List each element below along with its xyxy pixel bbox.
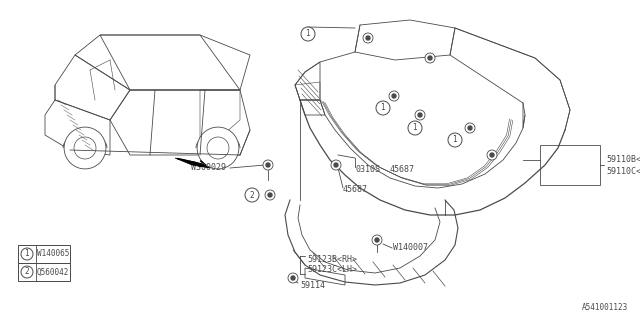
Text: 45687: 45687: [390, 165, 415, 174]
Circle shape: [288, 273, 298, 283]
Bar: [18, 263, 70, 281]
Text: 59110B<RH>: 59110B<RH>: [606, 156, 640, 164]
Text: W300029: W300029: [191, 164, 226, 172]
Circle shape: [291, 276, 295, 280]
Circle shape: [389, 91, 399, 101]
Text: 45687: 45687: [343, 186, 368, 195]
Circle shape: [408, 121, 422, 135]
Circle shape: [301, 27, 315, 41]
Circle shape: [263, 160, 273, 170]
Circle shape: [331, 160, 341, 170]
Circle shape: [207, 137, 229, 159]
Circle shape: [268, 193, 272, 197]
Text: 0310S: 0310S: [355, 165, 380, 174]
Text: 59123B<RH>: 59123B<RH>: [307, 255, 357, 265]
Circle shape: [64, 127, 106, 169]
Circle shape: [74, 137, 96, 159]
Text: W140007: W140007: [393, 244, 428, 252]
Circle shape: [415, 110, 425, 120]
Text: 2: 2: [250, 190, 254, 199]
Circle shape: [363, 33, 373, 43]
Text: 1: 1: [24, 250, 29, 259]
Text: A541001123: A541001123: [582, 303, 628, 312]
Circle shape: [376, 101, 390, 115]
Circle shape: [490, 153, 494, 157]
Bar: [18, 245, 70, 263]
Circle shape: [487, 150, 497, 160]
Circle shape: [468, 126, 472, 130]
Text: 59114: 59114: [300, 281, 325, 290]
Circle shape: [21, 248, 33, 260]
Text: 1: 1: [381, 103, 385, 113]
Circle shape: [428, 56, 432, 60]
Circle shape: [392, 94, 396, 98]
Circle shape: [334, 163, 338, 167]
Circle shape: [266, 163, 270, 167]
Circle shape: [448, 133, 462, 147]
Text: 1: 1: [452, 135, 458, 145]
Text: W140065: W140065: [37, 250, 69, 259]
Circle shape: [465, 123, 475, 133]
Text: 1: 1: [413, 124, 417, 132]
Text: 2: 2: [24, 268, 29, 276]
Circle shape: [197, 127, 239, 169]
Circle shape: [366, 36, 370, 40]
Circle shape: [372, 235, 382, 245]
Text: 1: 1: [306, 29, 310, 38]
Circle shape: [425, 53, 435, 63]
Circle shape: [418, 113, 422, 117]
Text: 59123C<LH>: 59123C<LH>: [307, 266, 357, 275]
Circle shape: [245, 188, 259, 202]
Circle shape: [21, 266, 33, 278]
Circle shape: [265, 190, 275, 200]
Text: Q560042: Q560042: [37, 268, 69, 276]
Text: 59110C<LH>: 59110C<LH>: [606, 167, 640, 177]
Circle shape: [375, 238, 379, 242]
Polygon shape: [175, 158, 210, 168]
